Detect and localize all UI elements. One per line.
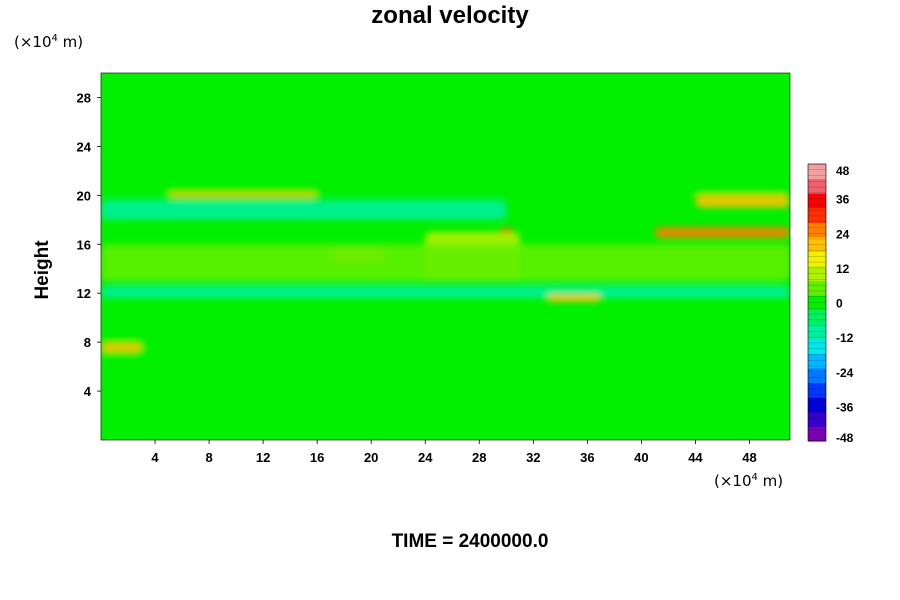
colorbar-frame bbox=[807, 163, 827, 442]
x-tick-label: 20 bbox=[364, 450, 378, 465]
y-tick-label: 4 bbox=[84, 384, 92, 399]
colorbar-segment bbox=[808, 164, 826, 180]
colorbar bbox=[807, 163, 827, 442]
y-axis-unit: (×104 m) bbox=[14, 33, 83, 51]
y-tick-label: 12 bbox=[77, 286, 91, 301]
colorbar-segment bbox=[808, 295, 826, 311]
x-tick-label: 4 bbox=[151, 450, 159, 465]
heatmap-field bbox=[101, 73, 790, 440]
x-tick-label: 12 bbox=[256, 450, 270, 465]
y-unit-suffix: m) bbox=[57, 33, 84, 51]
y-axis-ticks: 4 8 12 16 20 24 28 bbox=[77, 90, 101, 399]
y-unit-prefix: (×10 bbox=[14, 33, 52, 51]
colorbar-segment bbox=[808, 178, 826, 194]
field-patch bbox=[168, 192, 318, 198]
x-axis-unit: (×104 m) bbox=[714, 472, 783, 490]
time-label: TIME = 2400000.0 bbox=[391, 531, 549, 552]
colorbar-segment bbox=[808, 338, 826, 355]
y-tick-label: 24 bbox=[77, 139, 92, 154]
plot-frame bbox=[100, 72, 791, 441]
colorbar-segment bbox=[808, 411, 826, 427]
colorbar-segment bbox=[808, 382, 826, 398]
y-tick-label: 20 bbox=[77, 188, 91, 203]
y-unit-exponent: 4 bbox=[51, 33, 58, 44]
colorbar-tick-label: -36 bbox=[836, 400, 854, 414]
y-tick-label: 28 bbox=[77, 90, 91, 105]
colorbar-tick-label: -12 bbox=[836, 331, 854, 345]
y-tick-label: 16 bbox=[77, 237, 91, 252]
x-unit-exponent: 4 bbox=[751, 472, 758, 483]
field-patch bbox=[101, 73, 790, 196]
x-axis-ticks: 4 8 12 16 20 24 28 32 36 40 44 48 bbox=[151, 440, 757, 465]
field-patch bbox=[101, 200, 507, 220]
colorbar-segment bbox=[808, 368, 826, 384]
colorbar-tick-label: 48 bbox=[836, 164, 850, 178]
colorbar-segment bbox=[808, 353, 826, 369]
x-unit-suffix: m) bbox=[757, 472, 784, 490]
colorbar-tick-label: 24 bbox=[836, 227, 850, 241]
x-tick-label: 36 bbox=[580, 450, 594, 465]
field-patch bbox=[499, 228, 514, 234]
y-tick-label: 8 bbox=[84, 335, 91, 350]
colorbar-segment bbox=[808, 251, 826, 267]
field-patch bbox=[101, 285, 790, 299]
colorbar-segment bbox=[808, 426, 826, 442]
colorbar-segment bbox=[808, 397, 826, 413]
colorbar-tick-label: 0 bbox=[836, 297, 843, 311]
field-patch bbox=[654, 227, 790, 239]
x-unit-prefix: (×10 bbox=[714, 472, 752, 490]
field-patch bbox=[101, 343, 142, 352]
field-patch bbox=[695, 195, 790, 208]
colorbar-segment bbox=[808, 193, 826, 209]
x-tick-label: 40 bbox=[634, 450, 648, 465]
colorbar-segment bbox=[808, 236, 826, 252]
colorbar-tick-label: -48 bbox=[836, 431, 854, 445]
x-tick-label: 32 bbox=[526, 450, 540, 465]
x-tick-label: 24 bbox=[418, 450, 433, 465]
x-tick-label: 44 bbox=[688, 450, 703, 465]
colorbar-tick-label: 12 bbox=[836, 262, 850, 276]
colorbar-ticks: 48 36 24 12 0 -12 -24 -36 -48 bbox=[836, 164, 854, 445]
colorbar-segment bbox=[808, 324, 826, 340]
x-tick-label: 8 bbox=[205, 450, 212, 465]
x-tick-label: 16 bbox=[310, 450, 324, 465]
colorbar-segment bbox=[808, 207, 826, 223]
colorbar-tick-label: 36 bbox=[836, 193, 850, 207]
x-tick-label: 48 bbox=[742, 450, 756, 465]
field-patch bbox=[546, 294, 601, 302]
field-patch bbox=[101, 244, 790, 281]
colorbar-tick-label: -24 bbox=[836, 366, 854, 380]
chart-title: zonal velocity bbox=[371, 2, 529, 29]
field-features bbox=[101, 73, 790, 440]
colorbar-segment bbox=[808, 222, 826, 238]
colorbar-segment bbox=[808, 280, 826, 296]
colorbar-segment bbox=[808, 309, 826, 325]
x-tick-label: 28 bbox=[472, 450, 486, 465]
field-patch bbox=[101, 317, 790, 440]
